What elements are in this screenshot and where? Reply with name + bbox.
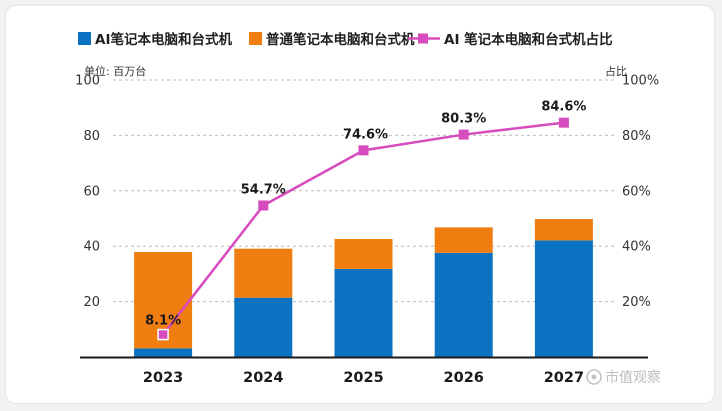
right-tick-label: 60%	[622, 184, 651, 199]
bar-ai-2024	[234, 297, 293, 357]
legend-swatch-1	[78, 32, 91, 45]
x-tick-label-2024: 2024	[243, 370, 283, 386]
share-marker-2027	[558, 117, 569, 128]
grid-lines: 20 40 60 80 100 20% 40% 60% 80% 100%	[75, 74, 659, 311]
bar-regular-2024	[234, 248, 293, 298]
share-label-2026: 80.3%	[441, 112, 486, 127]
right-tick-label: 40%	[622, 240, 651, 255]
bar-ai-2027	[534, 240, 593, 357]
bar-regular-2026	[434, 227, 493, 253]
left-axis-title: 单位: 百万台	[84, 64, 146, 78]
left-tick-label: 80	[83, 129, 100, 144]
right-tick-label: 20%	[622, 295, 651, 310]
bar-ai-2025	[334, 268, 393, 357]
x-tick-label-2025: 2025	[343, 370, 383, 386]
bars	[134, 219, 593, 357]
legend-label-1: AI笔记本电脑和台式机	[95, 31, 232, 48]
legend: AI笔记本电脑和台式机 普通笔记本电脑和台式机 AI 笔记本电脑和台式机占比	[78, 31, 613, 48]
bar-regular-2027	[534, 219, 593, 241]
bar-regular-2025	[334, 238, 393, 269]
x-tick-label-2026: 2026	[444, 370, 484, 386]
watermark-text: 市值观察	[605, 369, 661, 386]
legend-swatch-2	[249, 32, 262, 45]
watermark-icon	[586, 369, 602, 385]
share-marker-2023	[157, 328, 169, 341]
right-axis-title: 占比	[605, 64, 627, 78]
share-label-2023: 8.1%	[145, 314, 181, 329]
right-tick-label: 80%	[622, 129, 651, 144]
share-label-2024: 54.7%	[241, 182, 286, 197]
share-label-2027: 84.6%	[541, 100, 586, 115]
x-tick-label-2023: 2023	[143, 370, 183, 386]
bar-ai-2023	[134, 348, 193, 357]
share-label-2025: 74.6%	[343, 127, 388, 142]
right-tick-label: 100%	[622, 74, 659, 89]
share-marker-2026	[458, 129, 469, 140]
watermark: 市值观察	[586, 369, 661, 386]
legend-label-3: AI 笔记本电脑和台式机占比	[444, 31, 613, 48]
left-tick-label: 20	[83, 295, 100, 310]
left-tick-label: 40	[83, 240, 100, 255]
left-tick-label: 60	[83, 184, 100, 199]
share-marker-2024	[258, 200, 269, 211]
share-marker-2025	[358, 145, 369, 156]
legend-label-2: 普通笔记本电脑和台式机	[266, 31, 415, 48]
bar-ai-2026	[434, 252, 493, 357]
left-tick-label: 100	[75, 74, 100, 89]
legend-marker-swatch	[418, 33, 428, 44]
x-tick-label-2027: 2027	[544, 370, 584, 386]
watermark-icon-dot	[591, 374, 597, 380]
